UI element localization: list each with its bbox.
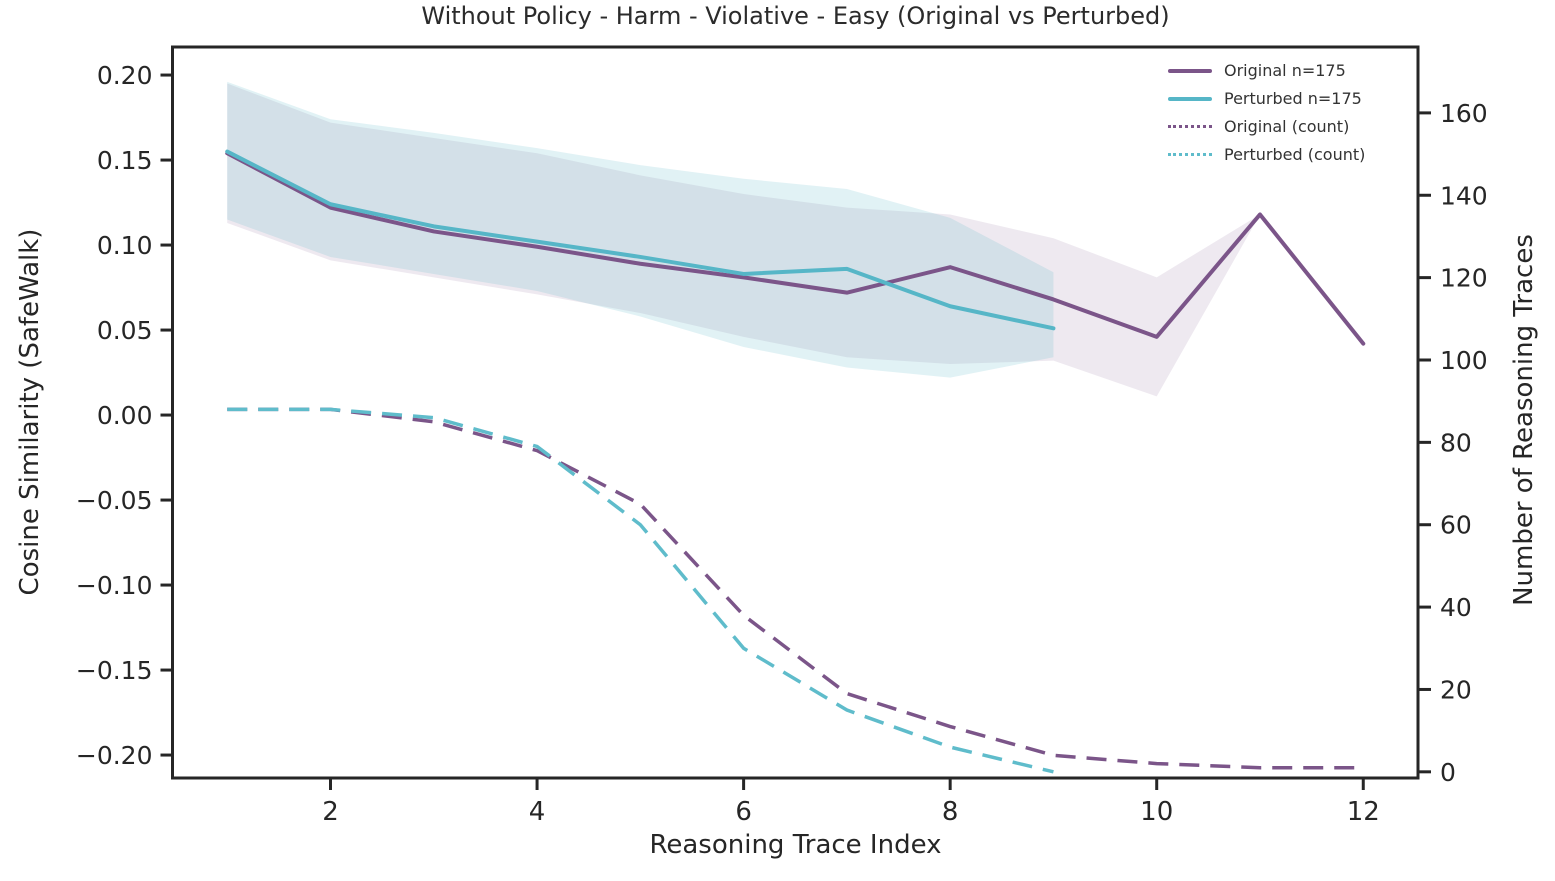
x-tick-label: 4 [529,797,546,827]
legend-item-2: Original (count) [1168,116,1365,137]
legend-dotted-swatch [1168,153,1212,156]
legend-label: Perturbed (count) [1224,145,1366,164]
left-tick-label: −0.10 [76,571,153,600]
left-tick-label: 0.20 [97,61,153,90]
right-tick-label: 100 [1440,346,1488,375]
legend-item-1: Perturbed n=175 [1168,88,1365,109]
left-tick-label: 0.15 [97,146,153,175]
legend-dotted-swatch [1168,125,1212,128]
count-line-perturbed [227,407,1054,774]
right-tick-label: 80 [1440,428,1472,457]
legend-item-3: Perturbed (count) [1168,144,1365,165]
left-axis-label: Cosine Similarity (SafeWalk) [15,228,45,596]
right-tick-label: 40 [1440,593,1472,622]
x-tick-label: 12 [1347,797,1380,827]
right-tick-label: 140 [1440,181,1488,210]
left-tick-label: −0.05 [76,486,153,515]
left-tick-label: −0.20 [76,741,153,770]
x-tick-label: 10 [1140,797,1173,827]
x-axis-label: Reasoning Trace Index [649,830,942,860]
right-tick-label: 60 [1440,511,1472,540]
legend-line-swatch [1168,96,1212,101]
right-tick-label: 160 [1440,99,1488,128]
legend-line-swatch [1168,68,1212,73]
axis-ticks: 0.20 0.15 0.10 0.05 0.00 −0.05 −0.10 −0.15 −0.20… [76,61,1488,827]
right-tick-label: 0 [1440,758,1456,787]
plot-area-border [171,45,1420,780]
left-tick-label: 0.00 [97,401,153,430]
legend-label: Perturbed n=175 [1224,89,1362,108]
confidence-band-perturbed [227,81,1054,378]
right-tick-label: 20 [1440,675,1472,704]
left-tick-label: 0.05 [97,316,153,345]
right-axis-label: Number of Reasoning Traces [1509,234,1539,606]
left-tick-label: −0.15 [76,656,153,685]
chart-title: Without Policy - Harm - Violative - Easy… [421,2,1170,30]
legend: Original n=175 Perturbed n=175 Original (c… [1168,60,1365,165]
right-tick-label: 120 [1440,264,1488,293]
similarity-line-perturbed [225,149,1056,331]
x-tick-label: 6 [735,797,752,827]
x-tick-label: 2 [322,797,339,827]
legend-label: Original (count) [1224,117,1350,136]
left-tick-label: 0.10 [97,231,153,260]
legend-item-0: Original n=175 [1168,60,1365,81]
similarity-line-original [225,151,1366,346]
legend-label: Original n=175 [1224,61,1346,80]
x-tick-label: 8 [942,797,959,827]
count-line-original [227,407,1364,770]
